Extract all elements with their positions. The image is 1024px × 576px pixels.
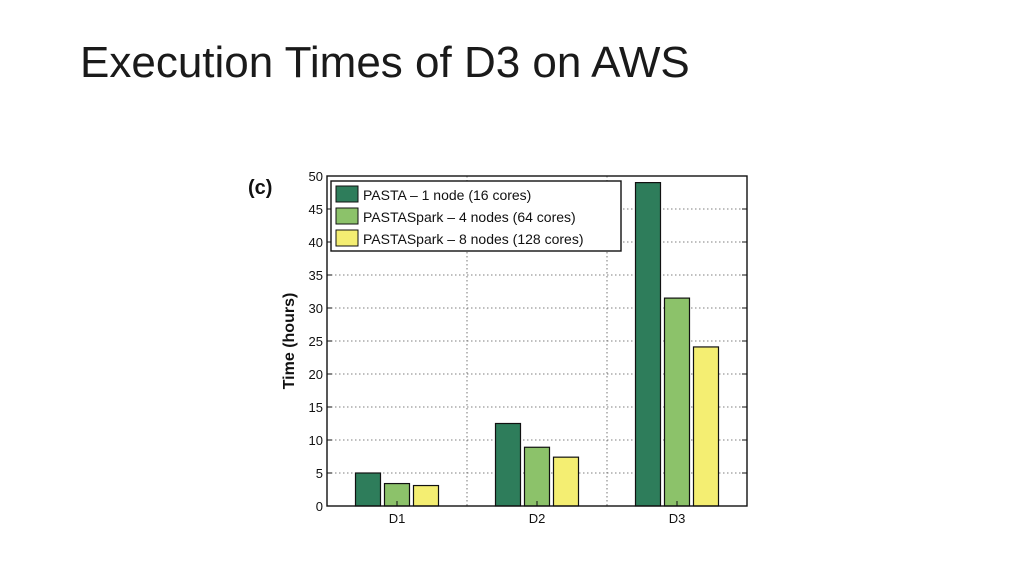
bars xyxy=(354,182,720,507)
bar-D1-series-3 xyxy=(412,484,440,507)
y-tick-label: 35 xyxy=(309,268,323,283)
y-tick-label: 10 xyxy=(309,433,323,448)
bar-D2-series-2 xyxy=(523,446,551,507)
bar-chart: (c) Time (hours) 0 5 10 15 20 25 30 35 40 45 50 D1 D… xyxy=(248,169,748,526)
bar-D2-series-1 xyxy=(494,422,522,507)
bar-D3-series-2 xyxy=(663,297,691,507)
legend-label-1: PASTA – 1 node (16 cores) xyxy=(363,187,531,203)
legend-label-2: PASTASpark – 4 nodes (64 cores) xyxy=(363,209,576,225)
x-tick-label: D3 xyxy=(669,511,686,526)
y-tick-label: 25 xyxy=(309,334,323,349)
y-tick-label: 20 xyxy=(309,367,323,382)
y-tick-label: 50 xyxy=(309,169,323,184)
grid-lines xyxy=(327,176,747,506)
bar-D3-series-3 xyxy=(692,346,720,507)
legend-swatch-3 xyxy=(335,229,359,247)
legend-label-3: PASTASpark – 8 nodes (128 cores) xyxy=(363,231,583,247)
x-tick-label: D1 xyxy=(389,511,406,526)
bar-D3-series-1 xyxy=(634,182,662,507)
x-tick-label: D2 xyxy=(529,511,546,526)
legend-box xyxy=(330,180,622,252)
y-axis-label: Time (hours) xyxy=(281,293,298,390)
legend-swatch-2 xyxy=(335,207,359,225)
y-tick-label: 5 xyxy=(316,466,323,481)
y-tick-label: 45 xyxy=(309,202,323,217)
y-tick-label: 30 xyxy=(309,301,323,316)
bar-D1-series-1 xyxy=(354,472,382,507)
chart-container: (c) Time (hours) 0 5 10 15 20 25 30 35 40 45 50 D1 D… xyxy=(240,160,760,540)
legend-swatch-1 xyxy=(335,185,359,203)
y-tick-label: 15 xyxy=(309,400,323,415)
y-tick-label: 0 xyxy=(316,499,323,514)
y-tick-label: 40 xyxy=(309,235,323,250)
bar-D2-series-3 xyxy=(552,456,580,507)
page-title: Execution Times of D3 on AWS xyxy=(80,38,690,87)
axes: 0 5 10 15 20 25 30 35 40 45 50 D1 D2 D3 xyxy=(309,169,748,526)
panel-label: (c) xyxy=(248,177,272,199)
legend: PASTA – 1 node (16 cores) PASTASpark – 4 … xyxy=(330,180,622,252)
